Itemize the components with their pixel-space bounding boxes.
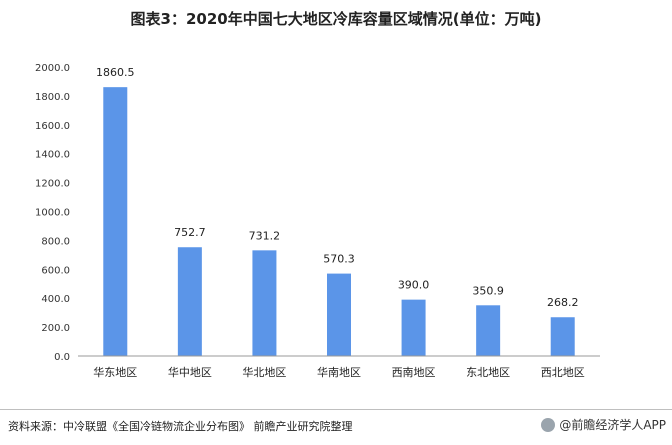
bar bbox=[103, 87, 128, 357]
y-tick-label: 200.0 bbox=[41, 323, 70, 334]
y-tick-label: 1200.0 bbox=[35, 179, 70, 190]
brand-logo-icon bbox=[541, 417, 556, 432]
y-axis: 0.0 200.0 400.0 600.0 800.0 1000.0 1200.0 1400.… bbox=[35, 63, 70, 363]
bar bbox=[327, 273, 351, 356]
bar bbox=[177, 247, 202, 356]
data-label: 752.7 bbox=[174, 226, 206, 239]
source-note: 资料来源：中冷联盟《全国冷链物流企业分布图》 前瞻产业研究院整理 bbox=[8, 420, 353, 433]
x-axis: 华东地区 华中地区 华北地区 华南地区 西南地区 东北地区 西北地区 bbox=[93, 365, 584, 379]
category-label: 华北地区 bbox=[242, 365, 286, 379]
category-label: 华中地区 bbox=[168, 365, 212, 379]
y-tick-label: 600.0 bbox=[41, 265, 70, 276]
data-label: 268.2 bbox=[547, 296, 579, 309]
brand: @前瞻经济学人APP bbox=[541, 416, 666, 433]
chart-title: 图表3：2020年中国七大地区冷库容量区域情况(单位：万吨) bbox=[130, 10, 542, 28]
category-label: 西南地区 bbox=[392, 366, 436, 379]
bars bbox=[103, 87, 575, 357]
y-tick-label: 1600.0 bbox=[35, 121, 70, 132]
footer-divider bbox=[0, 409, 672, 410]
category-label: 华东地区 bbox=[93, 365, 137, 379]
data-label: 350.9 bbox=[472, 284, 504, 297]
data-label: 731.2 bbox=[249, 229, 281, 242]
data-label: 390.0 bbox=[398, 279, 430, 292]
data-labels: 1860.5 752.7 731.2 570.3 390.0 350.9 268.2 bbox=[96, 66, 578, 309]
bar bbox=[252, 250, 277, 356]
bar bbox=[476, 305, 501, 356]
y-tick-label: 2000.0 bbox=[35, 63, 70, 74]
y-tick-label: 400.0 bbox=[41, 294, 70, 305]
bar bbox=[550, 317, 575, 356]
y-tick-label: 800.0 bbox=[41, 236, 70, 247]
y-tick-label: 1000.0 bbox=[35, 208, 70, 219]
brand-label: @前瞻经济学人APP bbox=[559, 418, 666, 432]
bar-chart: 0.0 200.0 400.0 600.0 800.0 1000.0 1200.0 1400.… bbox=[35, 63, 600, 379]
y-tick-label: 1400.0 bbox=[35, 150, 70, 161]
category-label: 西北地区 bbox=[541, 366, 585, 379]
data-label: 570.3 bbox=[323, 253, 355, 266]
category-label: 东北地区 bbox=[466, 366, 510, 379]
category-label: 华南地区 bbox=[317, 365, 361, 379]
bar bbox=[401, 299, 426, 356]
y-tick-label: 1800.0 bbox=[35, 92, 70, 103]
y-tick-label: 0.0 bbox=[54, 352, 70, 363]
data-label: 1860.5 bbox=[96, 66, 135, 79]
